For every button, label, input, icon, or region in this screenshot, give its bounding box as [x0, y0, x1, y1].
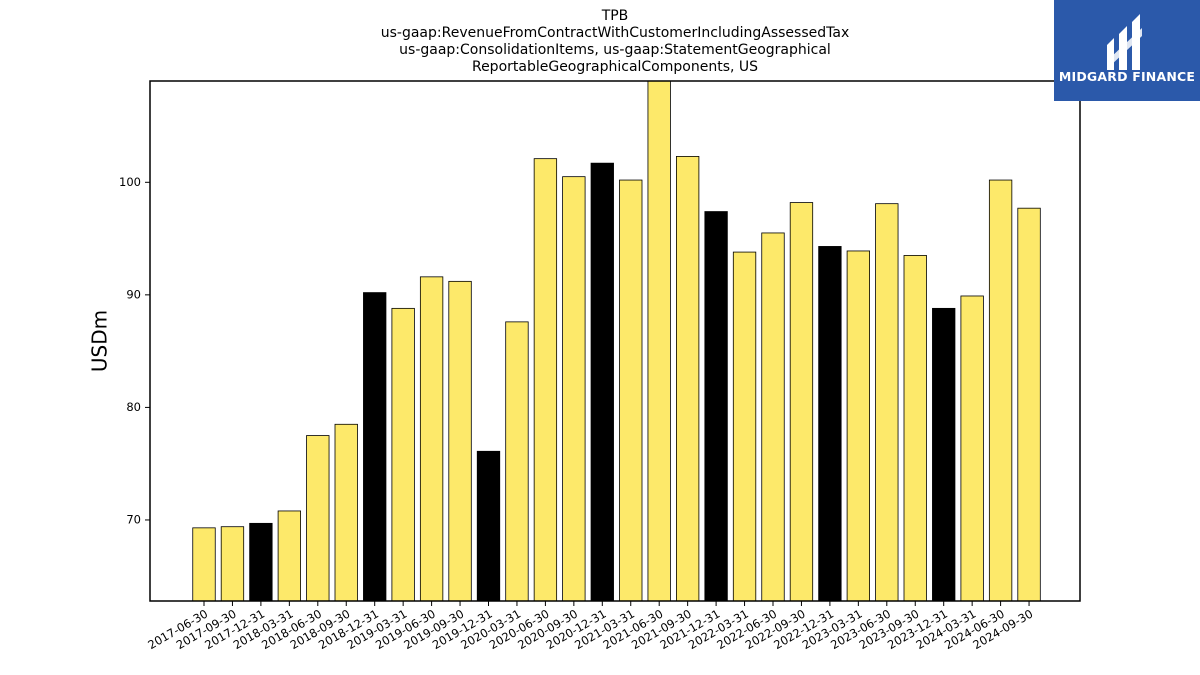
bar-2020-03-31 — [505, 321, 529, 602]
y-tick-label: 70 — [126, 512, 141, 526]
bar-2023-09-30 — [903, 255, 927, 602]
bar-2024-03-31 — [960, 295, 984, 602]
bar-2022-03-31 — [732, 251, 757, 602]
midgard-finance-logo: MIDGARD FINANCE — [1054, 0, 1200, 101]
bar-2022-09-30 — [789, 202, 814, 602]
x-axis-ticks: 2017-06-302017-09-302017-12-312018-03-31… — [145, 601, 1035, 652]
bar-2020-12-31 — [590, 162, 614, 602]
chart-title: TPBus-gaap:RevenueFromContractWithCustom… — [381, 8, 850, 75]
bar-2022-06-30 — [761, 232, 785, 602]
plot-area-frame — [149, 80, 1081, 602]
bar-2021-03-31 — [619, 179, 643, 602]
bar-2021-12-31 — [704, 211, 728, 602]
chart-title-line: TPB — [601, 8, 629, 24]
bar-2019-03-31 — [391, 307, 415, 602]
bar-2018-03-31 — [277, 510, 302, 602]
bar-2023-06-30 — [875, 203, 899, 602]
bars — [192, 80, 1041, 602]
bar-2022-12-31 — [818, 246, 842, 602]
bar-2021-09-30 — [676, 156, 700, 602]
y-tick-label: 90 — [126, 287, 141, 301]
bar-2019-06-30 — [419, 276, 444, 602]
bar-2020-06-30 — [533, 158, 558, 602]
bar-2024-06-30 — [988, 179, 1013, 602]
bar-2020-09-30 — [562, 176, 586, 602]
bar-2021-06-30 — [647, 80, 671, 602]
bar-2024-09-30 — [1017, 207, 1041, 602]
bar-2017-06-30 — [192, 527, 216, 602]
bar-2017-12-31 — [249, 522, 273, 602]
y-tick-label: 80 — [126, 400, 141, 414]
bar-2018-12-31 — [363, 292, 387, 602]
bar-2018-06-30 — [306, 435, 330, 602]
chart-title-line: us-gaap:RevenueFromContractWithCustomerI… — [381, 25, 850, 41]
chart-title-line: ReportableGeographicalComponents, US — [472, 59, 758, 75]
bar-2017-09-30 — [220, 526, 245, 602]
bar-2018-09-30 — [334, 423, 358, 602]
midgard-monogram-icon — [1107, 14, 1142, 70]
bar-2019-09-30 — [448, 280, 472, 602]
bar-2019-12-31 — [476, 450, 501, 602]
logo-text: MIDGARD FINANCE — [1059, 69, 1195, 84]
y-axis-label: USDm — [88, 310, 112, 372]
y-axis-ticks: 70 80 90 100 — [119, 175, 150, 526]
bar-2023-12-31 — [932, 307, 956, 602]
bar-2023-03-31 — [846, 250, 870, 602]
chart-title-line: us-gaap:ConsolidationItems, us-gaap:Stat… — [399, 42, 831, 58]
y-tick-label: 100 — [119, 175, 141, 189]
